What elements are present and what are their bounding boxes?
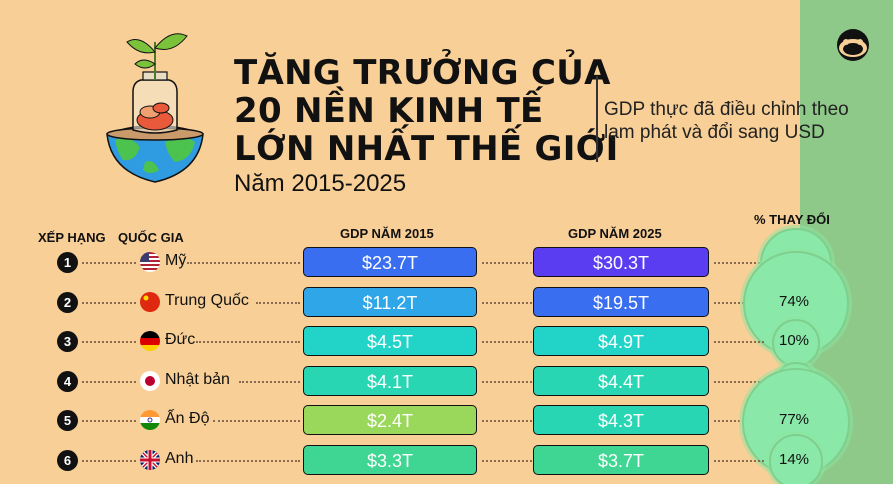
change-label: 77%: [778, 411, 810, 428]
gdp-2025-bar: $3.7T: [533, 444, 709, 475]
gdp-2025-bar: $4.4T: [533, 365, 709, 396]
japan-flag-icon: [140, 370, 160, 391]
rank-badge: 6: [57, 449, 78, 471]
leader-dots: [714, 380, 764, 383]
leader-dots: [82, 341, 136, 343]
leader-dots: [82, 262, 136, 264]
country-label: Đức: [165, 331, 196, 348]
leader-dots: [714, 341, 764, 343]
gdp-2015-bar: $4.1T: [303, 365, 477, 396]
country-label: Mỹ: [165, 252, 187, 269]
change-bubble: [768, 434, 824, 484]
uk-flag-icon: [140, 449, 160, 470]
china-flag-icon: [140, 291, 160, 312]
page-title: TĂNG TRƯỞNG CỦA 20 NỀN KINH TẾ LỚN NHẤT …: [234, 54, 619, 168]
leader-dots: [213, 420, 300, 422]
leader-dots: [195, 341, 300, 343]
leader-dots: [714, 420, 764, 422]
gdp-2025-bar: $4.9T: [533, 326, 709, 356]
gdp-2015-bar: $4.5T: [303, 326, 477, 356]
india-flag-icon: [140, 410, 160, 430]
header-gdp-2015: GDP NĂM 2015: [340, 226, 434, 241]
country-label: Nhật bản: [165, 370, 230, 388]
page-subtitle: Năm 2015-2025: [234, 170, 407, 197]
leader-dots: [482, 262, 532, 264]
leader-dots: [482, 301, 532, 304]
card-body: [0, 0, 800, 484]
us-flag-icon: [140, 252, 160, 272]
gdp-2025-bar: $30.3T: [533, 247, 709, 277]
header-country: QUỐC GIA: [118, 230, 184, 245]
leader-dots: [238, 380, 300, 383]
header-rank: XẾP HẠNG: [38, 230, 106, 245]
leader-dots: [82, 380, 136, 383]
gdp-2025-bar: $19.5T: [533, 286, 709, 317]
rank-badge: 1: [57, 252, 78, 273]
change-label: 74%: [778, 292, 810, 310]
change-bubble: [771, 318, 821, 368]
country-label: Anh: [165, 449, 194, 467]
gdp-2015-bar: $11.2T: [303, 286, 477, 317]
change-label: 14%: [778, 450, 810, 468]
title-line: TĂNG TRƯỞNG CỦA: [234, 53, 611, 93]
rank-badge: 4: [57, 370, 78, 392]
leader-dots: [714, 459, 764, 462]
title-line: 20 NỀN KINH TẾ: [234, 91, 544, 131]
leader-dots: [187, 262, 300, 264]
leader-dots: [195, 459, 300, 462]
title-line: LỚN NHẤT THẾ GIỚI: [234, 129, 619, 169]
country-label: Trung Quốc: [165, 291, 249, 309]
note-line: lạm phát và đổi sang USD: [604, 122, 825, 143]
leader-dots: [714, 262, 764, 264]
rank-badge: 3: [57, 331, 78, 352]
divider: [596, 76, 598, 162]
germany-flag-icon: [140, 331, 160, 351]
leader-dots: [482, 420, 532, 422]
country-label: Ấn Độ: [165, 410, 210, 427]
leader-dots: [714, 301, 764, 304]
leader-dots: [82, 301, 136, 304]
gdp-2015-bar: $3.3T: [303, 444, 477, 475]
leader-dots: [482, 341, 532, 343]
rank-badge: 5: [57, 410, 78, 431]
methodology-note: GDP thực đã điều chỉnh theo lạm phát và …: [604, 98, 849, 144]
leader-dots: [82, 459, 136, 462]
gdp-2015-bar: $23.7T: [303, 247, 477, 277]
leader-dots: [482, 380, 532, 383]
globe-plant-illustration: [106, 33, 204, 183]
gdp-2025-bar: $4.3T: [533, 405, 709, 435]
leader-dots: [482, 459, 532, 462]
leader-dots: [82, 420, 136, 422]
note-line: GDP thực đã điều chỉnh theo: [604, 99, 849, 120]
rank-badge: 2: [57, 291, 78, 313]
gdp-2015-bar: $2.4T: [303, 405, 477, 435]
brand-logo-icon: [837, 29, 869, 61]
header-change: % THAY ĐỔI: [754, 212, 830, 227]
leader-dots: [256, 301, 300, 304]
header-gdp-2025: GDP NĂM 2025: [568, 226, 662, 241]
change-label: 10%: [778, 332, 810, 349]
